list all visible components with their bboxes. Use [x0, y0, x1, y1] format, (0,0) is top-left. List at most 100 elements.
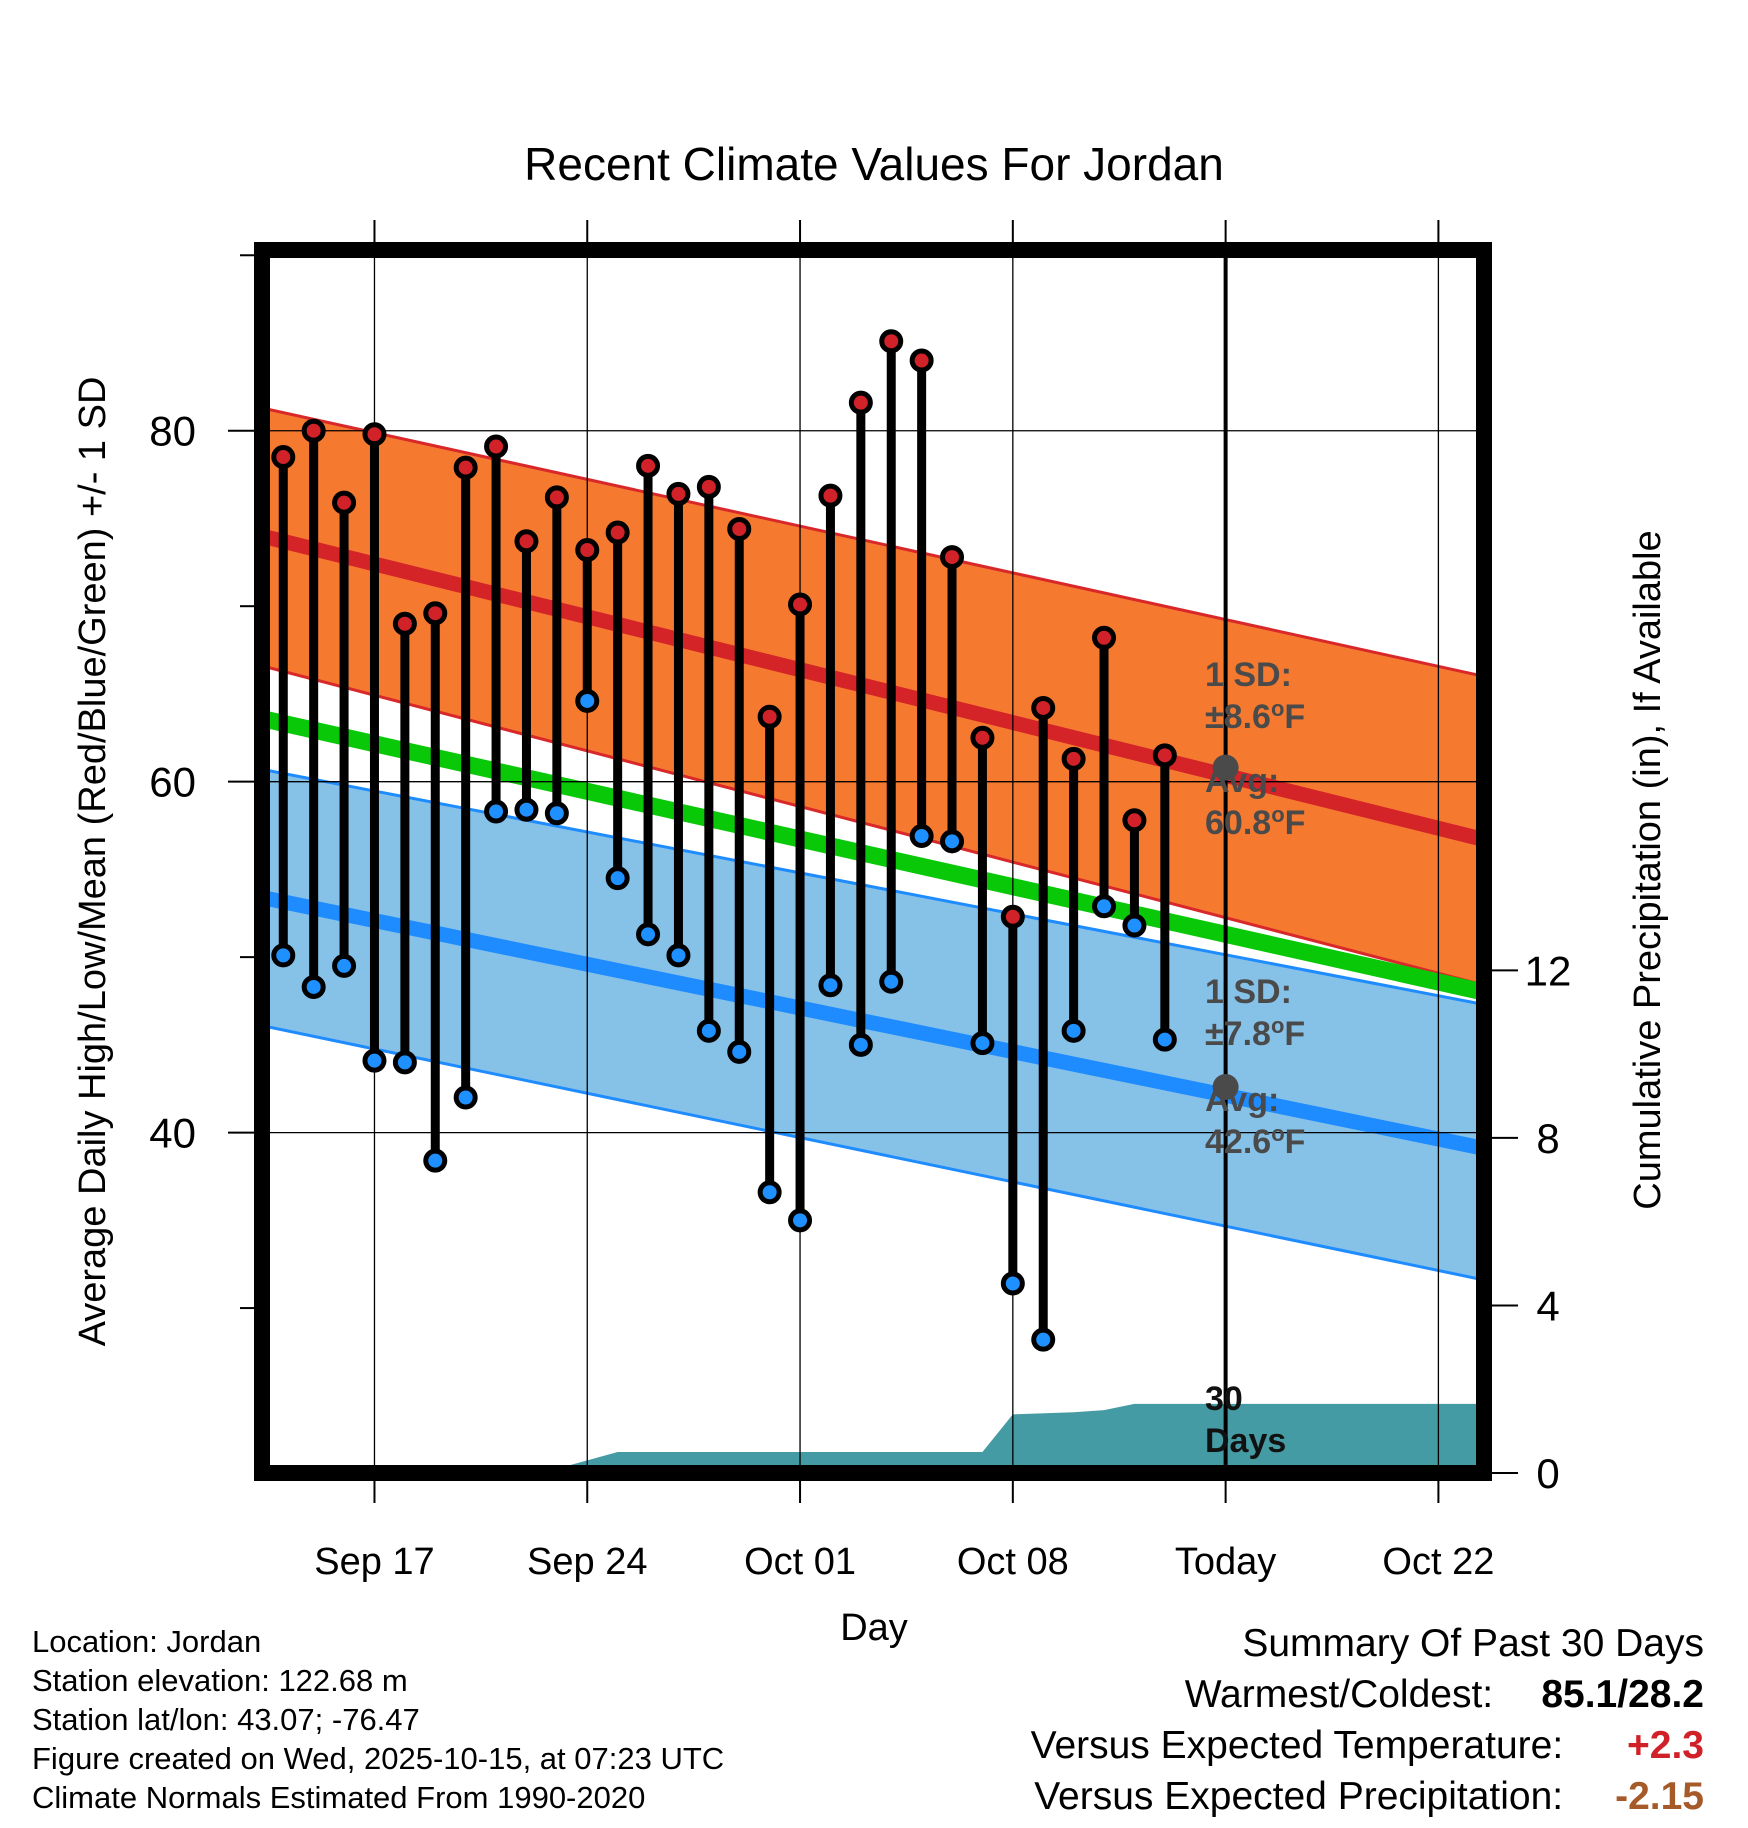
station-latlon: Station lat/lon: 43.07; -76.47 [32, 1702, 420, 1737]
x-tick-label-2: Oct 01 [744, 1541, 856, 1583]
x-tick-label-3: Oct 08 [957, 1541, 1069, 1583]
obs-low-dot-20 [879, 969, 904, 994]
obs-high-dot-21 [909, 348, 934, 373]
y-axis-label: Average Daily High/Low/Mean (Red/Blue/Gr… [72, 377, 114, 1347]
obs-high-dot-7 [484, 434, 509, 459]
obs-low-dot-27 [1092, 894, 1117, 919]
obs-high-dot-28 [1122, 808, 1147, 833]
warmest-value: 85.1/28.2 [1541, 1673, 1704, 1716]
station-location: Location: Jordan [32, 1624, 262, 1659]
y-tick-label-60: 60 [149, 759, 196, 806]
y2-tick-label-8: 8 [1536, 1115, 1559, 1162]
obs-low-dot-16 [757, 1180, 782, 1205]
summary-precip-row: Versus Expected Precipitation: -2.15 [1031, 1771, 1704, 1822]
window-label-number: 30 [1205, 1380, 1243, 1418]
chart-title: Recent Climate Values For Jordan [524, 138, 1224, 190]
obs-low-dot-23 [970, 1031, 995, 1056]
y2-tick-label-12: 12 [1525, 947, 1572, 994]
obs-high-dot-14 [696, 474, 721, 499]
precip-anomaly-label: Versus Expected Precipitation: [1034, 1775, 1564, 1818]
obs-high-dot-17 [788, 592, 813, 617]
obs-high-dot-3 [362, 422, 387, 447]
obs-low-dot-0 [271, 943, 296, 968]
obs-low-dot-13 [666, 943, 691, 968]
today-marker-1 [1212, 1073, 1239, 1100]
summary-temp-row: Versus Expected Temperature: +2.3 [1031, 1720, 1704, 1771]
plot-frame [254, 242, 1492, 1481]
obs-low-dot-21 [909, 824, 934, 849]
obs-high-dot-19 [848, 390, 873, 415]
precipitation-area [262, 1403, 1484, 1473]
obs-low-dot-3 [362, 1048, 387, 1073]
obs-low-dot-25 [1031, 1327, 1056, 1352]
summary-warmest-row: Warmest/Coldest: 85.1/28.2 [1031, 1669, 1704, 1720]
obs-high-dot-13 [666, 481, 691, 506]
obs-high-dot-29 [1152, 743, 1177, 768]
obs-high-dot-18 [818, 483, 843, 508]
station-info: Location: Jordan Station elevation: 122.… [32, 1622, 724, 1817]
obs-low-dot-6 [453, 1085, 478, 1110]
today-marker-0 [1212, 754, 1239, 781]
obs-high-dot-8 [514, 529, 539, 554]
obs-high-dot-0 [271, 445, 296, 470]
low-avg-value: 42.6oF [1205, 1121, 1305, 1161]
summary-title: Summary Of Past 30 Days [1242, 1622, 1704, 1665]
obs-low-dot-26 [1061, 1018, 1086, 1043]
obs-high-dot-27 [1092, 625, 1117, 650]
obs-low-dot-2 [332, 953, 357, 978]
x-tick-label-1: Sep 24 [527, 1541, 647, 1583]
obs-low-dot-19 [848, 1032, 873, 1057]
obs-high-dot-9 [544, 485, 569, 510]
y-tick-label-40: 40 [149, 1110, 196, 1157]
temp-anomaly-value: +2.3 [1627, 1724, 1704, 1767]
obs-high-dot-4 [392, 611, 417, 636]
obs-low-dot-15 [727, 1039, 752, 1064]
obs-high-dot-23 [970, 725, 995, 750]
obs-high-dot-15 [727, 516, 752, 541]
warmest-label: Warmest/Coldest: [1184, 1673, 1494, 1716]
obs-low-dot-11 [605, 866, 630, 891]
obs-high-dot-20 [879, 329, 904, 354]
obs-low-dot-9 [544, 801, 569, 826]
obs-high-dot-22 [940, 545, 965, 570]
high-sd-value: ±8.6oF [1205, 696, 1305, 736]
obs-high-dot-2 [332, 490, 357, 515]
x-axis-label: Day [840, 1607, 908, 1649]
obs-high-dot-26 [1061, 746, 1086, 771]
obs-low-dot-10 [575, 688, 600, 713]
obs-low-dot-12 [636, 922, 661, 947]
obs-low-dot-4 [392, 1050, 417, 1075]
low-sd-value: ±7.8oF [1205, 1013, 1305, 1053]
high-avg-value: 60.8oF [1205, 802, 1305, 842]
x-tick-label-5: Oct 22 [1382, 1541, 1494, 1583]
window-label-days: Days [1205, 1422, 1286, 1460]
obs-high-dot-16 [757, 704, 782, 729]
high-sd-band [262, 407, 1484, 986]
obs-high-dot-24 [1000, 904, 1025, 929]
obs-low-dot-24 [1000, 1271, 1025, 1296]
y2-axis-label: Cumulative Precipitation (in), If Availa… [1627, 530, 1669, 1209]
low-sd-label: 1 SD: [1205, 973, 1292, 1011]
obs-high-dot-1 [301, 418, 326, 443]
climate-normals-period: Climate Normals Estimated From 1990-2020 [32, 1780, 646, 1815]
station-elevation: Station elevation: 122.68 m [32, 1663, 408, 1698]
obs-high-dot-10 [575, 538, 600, 563]
high-sd-band-upper-edge [262, 406, 1484, 678]
obs-low-dot-8 [514, 797, 539, 822]
summary-panel: Summary Of Past 30 Days Warmest/Coldest:… [1031, 1618, 1704, 1822]
obs-low-dot-22 [940, 829, 965, 854]
x-tick-label-4: Today [1175, 1541, 1276, 1583]
obs-high-dot-12 [636, 453, 661, 478]
obs-high-dot-6 [453, 455, 478, 480]
obs-low-dot-14 [696, 1018, 721, 1043]
obs-high-dot-25 [1031, 695, 1056, 720]
y2-tick-label-0: 0 [1536, 1450, 1559, 1497]
obs-high-dot-11 [605, 520, 630, 545]
obs-low-dot-5 [423, 1148, 448, 1173]
high-sd-label: 1 SD: [1205, 656, 1292, 694]
temp-anomaly-label: Versus Expected Temperature: [1030, 1724, 1564, 1767]
obs-low-dot-17 [788, 1208, 813, 1233]
obs-low-dot-29 [1152, 1027, 1177, 1052]
